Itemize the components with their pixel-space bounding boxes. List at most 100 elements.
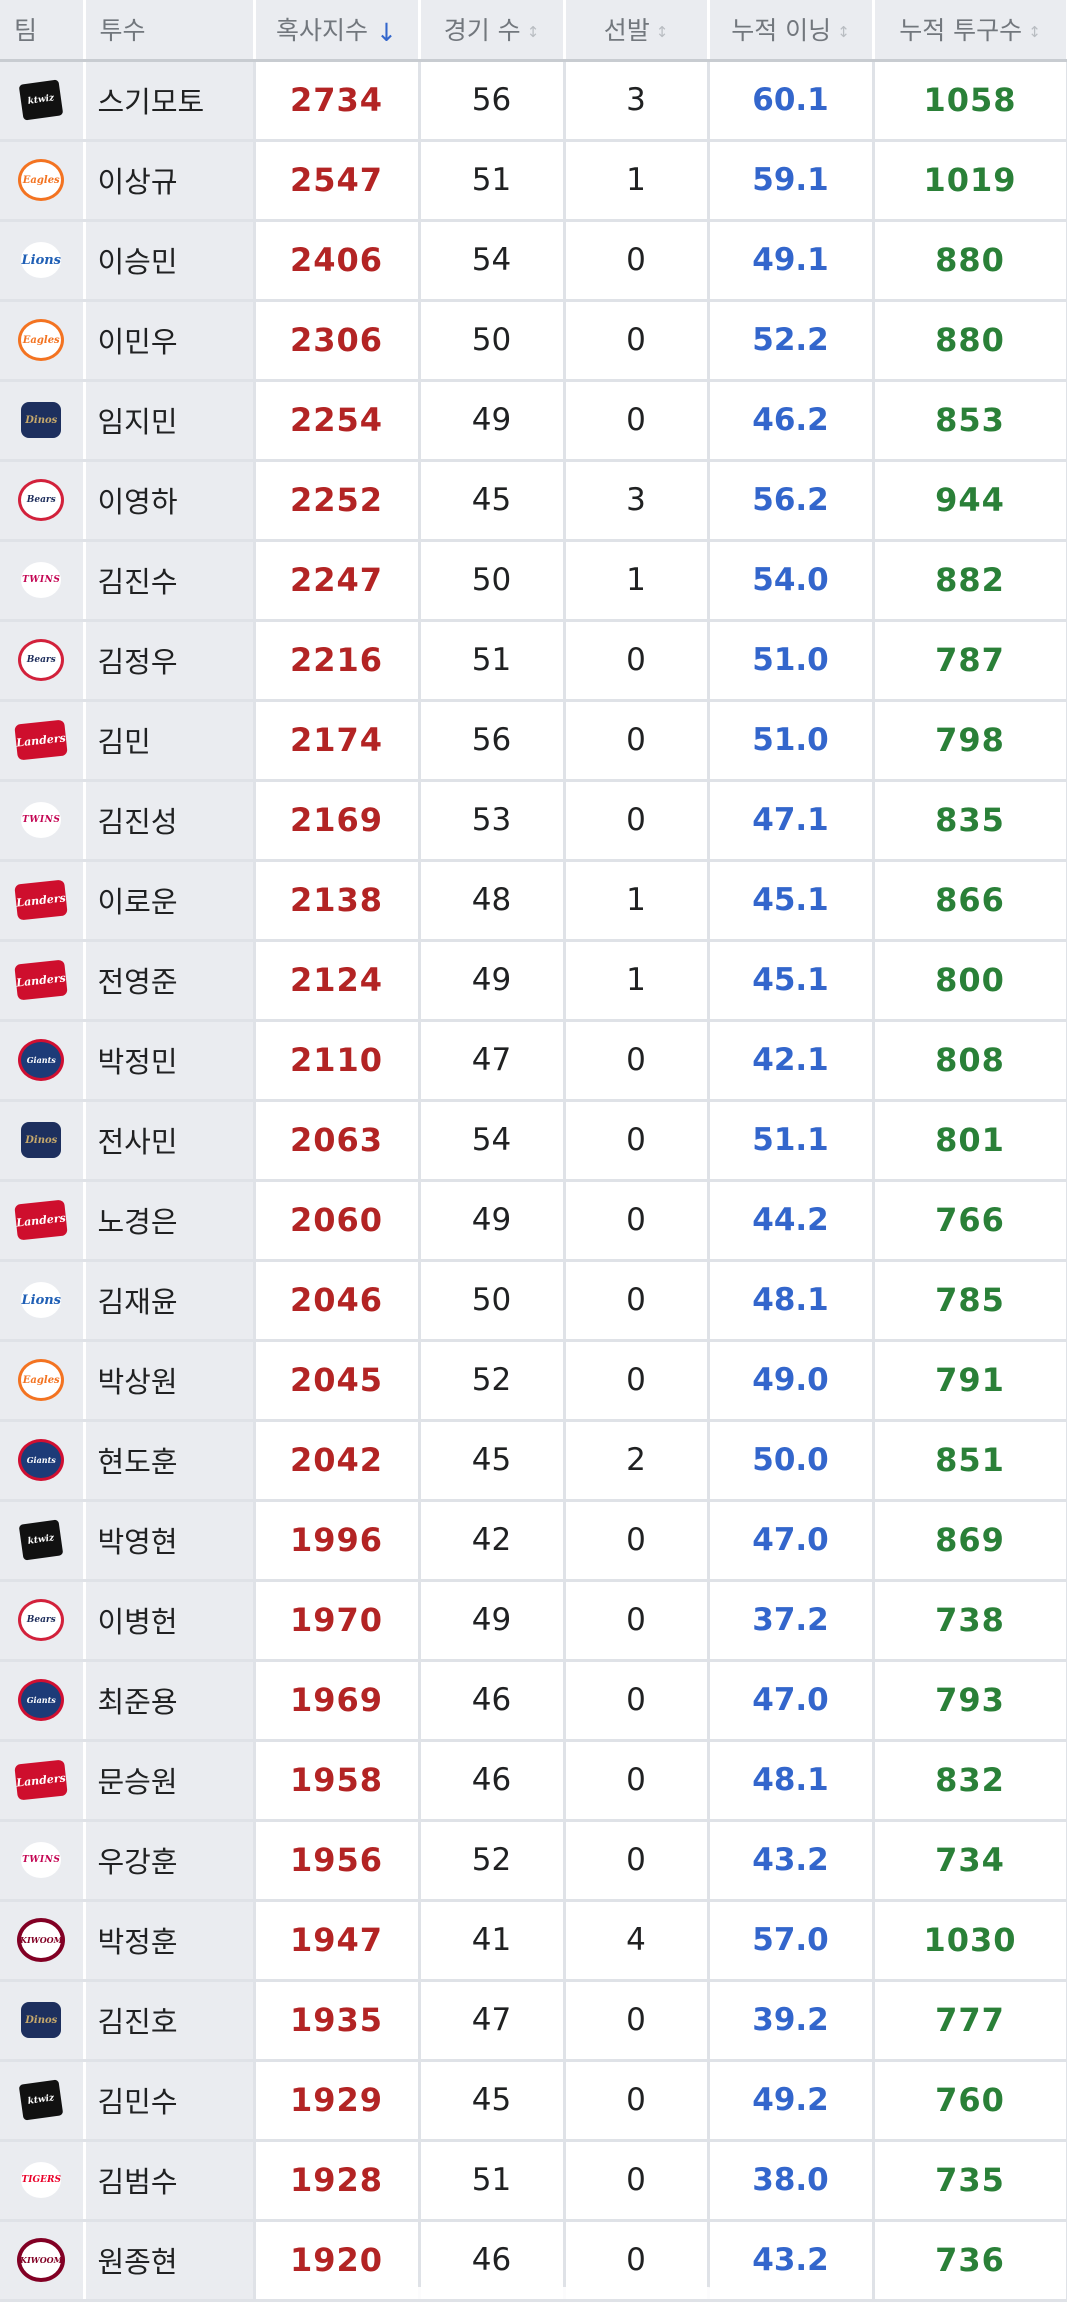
table-header-row: 팀 투수 혹사지수 ↓ 경기 수 ↕ 선발 ↕ 누적 이닝 ↕ 누적 투구수 ↕	[0, 0, 1067, 62]
games-cell: 51	[419, 2140, 566, 2222]
dinos-logo[interactable]: Dinos	[21, 2002, 62, 2038]
innings-cell: 60.1	[708, 60, 875, 142]
giants-logo[interactable]: Giants	[18, 1679, 65, 1721]
bears-logo[interactable]: Bears	[18, 479, 65, 521]
pitcher-name-link[interactable]: 스기모토	[84, 60, 256, 142]
innings-cell: 46.2	[708, 380, 875, 462]
innings-cell: 57.0	[708, 1900, 875, 1982]
innings-cell: 52.2	[708, 300, 875, 382]
table-row: ktwiz 스기모토 2734 56 3 60.1 1058	[0, 60, 1067, 142]
table-body: ktwiz 스기모토 2734 56 3 60.1 1058 Eagles 이상규 2547 51 1…	[0, 60, 1067, 2302]
pitcher-name-link[interactable]: 김재윤	[84, 1260, 256, 1342]
table-row: Landers 문승원 1958 46 0 48.1 832	[0, 1740, 1067, 1822]
pitcher-name-link[interactable]: 노경은	[84, 1180, 256, 1262]
pitcher-name-link[interactable]: 김민	[84, 700, 256, 782]
pitcher-name-link[interactable]: 이로운	[84, 860, 256, 942]
kt-wiz-logo[interactable]: ktwiz	[18, 2079, 64, 2121]
starts-cell: 0	[564, 1500, 710, 1582]
kt-wiz-logo[interactable]: ktwiz	[18, 79, 64, 121]
pitches-cell: 735	[873, 2140, 1067, 2222]
games-cell: 56	[419, 700, 566, 782]
eagles-logo[interactable]: Eagles	[18, 1359, 65, 1401]
lions-logo[interactable]: Lions	[21, 1282, 62, 1318]
pitcher-name-link[interactable]: 김정우	[84, 620, 256, 702]
team-cell: Landers	[0, 860, 86, 942]
pitcher-name-link[interactable]: 문승원	[84, 1740, 256, 1822]
landers-logo[interactable]: Landers	[14, 879, 68, 921]
team-cell: Eagles	[0, 140, 86, 222]
landers-logo[interactable]: Landers	[14, 1199, 68, 1241]
games-cell: 41	[419, 1900, 566, 1982]
pitcher-name-link[interactable]: 이승민	[84, 220, 256, 302]
team-cell: KIWOOM	[0, 1900, 86, 1982]
starts-cell: 0	[564, 1340, 710, 1422]
pitcher-name-link[interactable]: 이병헌	[84, 1580, 256, 1662]
home-indicator	[388, 2287, 718, 2299]
landers-logo[interactable]: Landers	[14, 1759, 68, 1801]
twins-logo[interactable]: TWINS	[21, 562, 62, 598]
pitches-cell: 832	[873, 1740, 1067, 1822]
pitcher-name-link[interactable]: 박정민	[84, 1020, 256, 1102]
header-games-sort[interactable]: 경기 수 ↕	[419, 0, 566, 62]
bears-logo[interactable]: Bears	[18, 639, 65, 681]
pitches-cell: 1019	[873, 140, 1067, 222]
pitcher-name-link[interactable]: 김진수	[84, 540, 256, 622]
landers-logo[interactable]: Landers	[14, 959, 68, 1001]
pitcher-name-link[interactable]: 김진호	[84, 1980, 256, 2062]
pitcher-name-link[interactable]: 임지민	[84, 380, 256, 462]
pitcher-name-link[interactable]: 이상규	[84, 140, 256, 222]
pitcher-name-link[interactable]: 김민수	[84, 2060, 256, 2142]
twins-logo[interactable]: TWINS	[21, 802, 62, 838]
games-cell: 54	[419, 220, 566, 302]
pitcher-name-link[interactable]: 우강훈	[84, 1820, 256, 1902]
pitcher-name-link[interactable]: 원종현	[84, 2220, 256, 2302]
pitcher-name-link[interactable]: 박정훈	[84, 1900, 256, 1982]
starts-cell: 0	[564, 380, 710, 462]
eagles-logo[interactable]: Eagles	[18, 319, 65, 361]
pitcher-name-link[interactable]: 최준용	[84, 1660, 256, 1742]
team-cell: Dinos	[0, 1980, 86, 2062]
starts-cell: 1	[564, 540, 710, 622]
innings-cell: 45.1	[708, 860, 875, 942]
team-cell: Bears	[0, 460, 86, 542]
pitcher-name-link[interactable]: 김진성	[84, 780, 256, 862]
lions-logo[interactable]: Lions	[21, 242, 62, 278]
tigers-logo[interactable]: TIGERS	[21, 2162, 62, 2198]
kt-wiz-logo[interactable]: ktwiz	[18, 1519, 64, 1561]
starts-cell: 3	[564, 60, 710, 142]
header-wear-sort[interactable]: 혹사지수 ↓	[254, 0, 421, 62]
wear-index-cell: 1956	[254, 1820, 421, 1902]
table-row: Eagles 박상원 2045 52 0 49.0 791	[0, 1340, 1067, 1422]
twins-logo[interactable]: TWINS	[21, 1842, 62, 1878]
team-cell: Giants	[0, 1020, 86, 1102]
pitcher-name-link[interactable]: 이영하	[84, 460, 256, 542]
pitcher-name-link[interactable]: 전영준	[84, 940, 256, 1022]
header-pitches-sort[interactable]: 누적 투구수 ↕	[873, 0, 1067, 62]
pitcher-name-link[interactable]: 박영현	[84, 1500, 256, 1582]
innings-cell: 44.2	[708, 1180, 875, 1262]
giants-logo[interactable]: Giants	[18, 1439, 65, 1481]
giants-logo[interactable]: Giants	[18, 1039, 65, 1081]
pitcher-name-link[interactable]: 김범수	[84, 2140, 256, 2222]
eagles-logo[interactable]: Eagles	[18, 159, 65, 201]
pitcher-name-link[interactable]: 이민우	[84, 300, 256, 382]
landers-logo[interactable]: Landers	[14, 719, 68, 761]
team-cell: Giants	[0, 1660, 86, 1742]
kiwoom-logo[interactable]: KIWOOM	[17, 1918, 66, 1962]
bears-logo[interactable]: Bears	[18, 1599, 65, 1641]
team-cell: TWINS	[0, 540, 86, 622]
kiwoom-logo[interactable]: KIWOOM	[17, 2238, 66, 2282]
header-starts-sort[interactable]: 선발 ↕	[564, 0, 710, 62]
pitcher-name-link[interactable]: 현도훈	[84, 1420, 256, 1502]
table-row: Giants 최준용 1969 46 0 47.0 793	[0, 1660, 1067, 1742]
header-innings-sort[interactable]: 누적 이닝 ↕	[708, 0, 875, 62]
header-starts-label: 선발	[603, 16, 650, 46]
pitches-cell: 882	[873, 540, 1067, 622]
pitcher-name-link[interactable]: 박상원	[84, 1340, 256, 1422]
pitcher-name-link[interactable]: 전사민	[84, 1100, 256, 1182]
innings-cell: 49.0	[708, 1340, 875, 1422]
dinos-logo[interactable]: Dinos	[21, 402, 62, 438]
pitches-cell: 734	[873, 1820, 1067, 1902]
dinos-logo[interactable]: Dinos	[21, 1122, 62, 1158]
table-row: TWINS 우강훈 1956 52 0 43.2 734	[0, 1820, 1067, 1902]
